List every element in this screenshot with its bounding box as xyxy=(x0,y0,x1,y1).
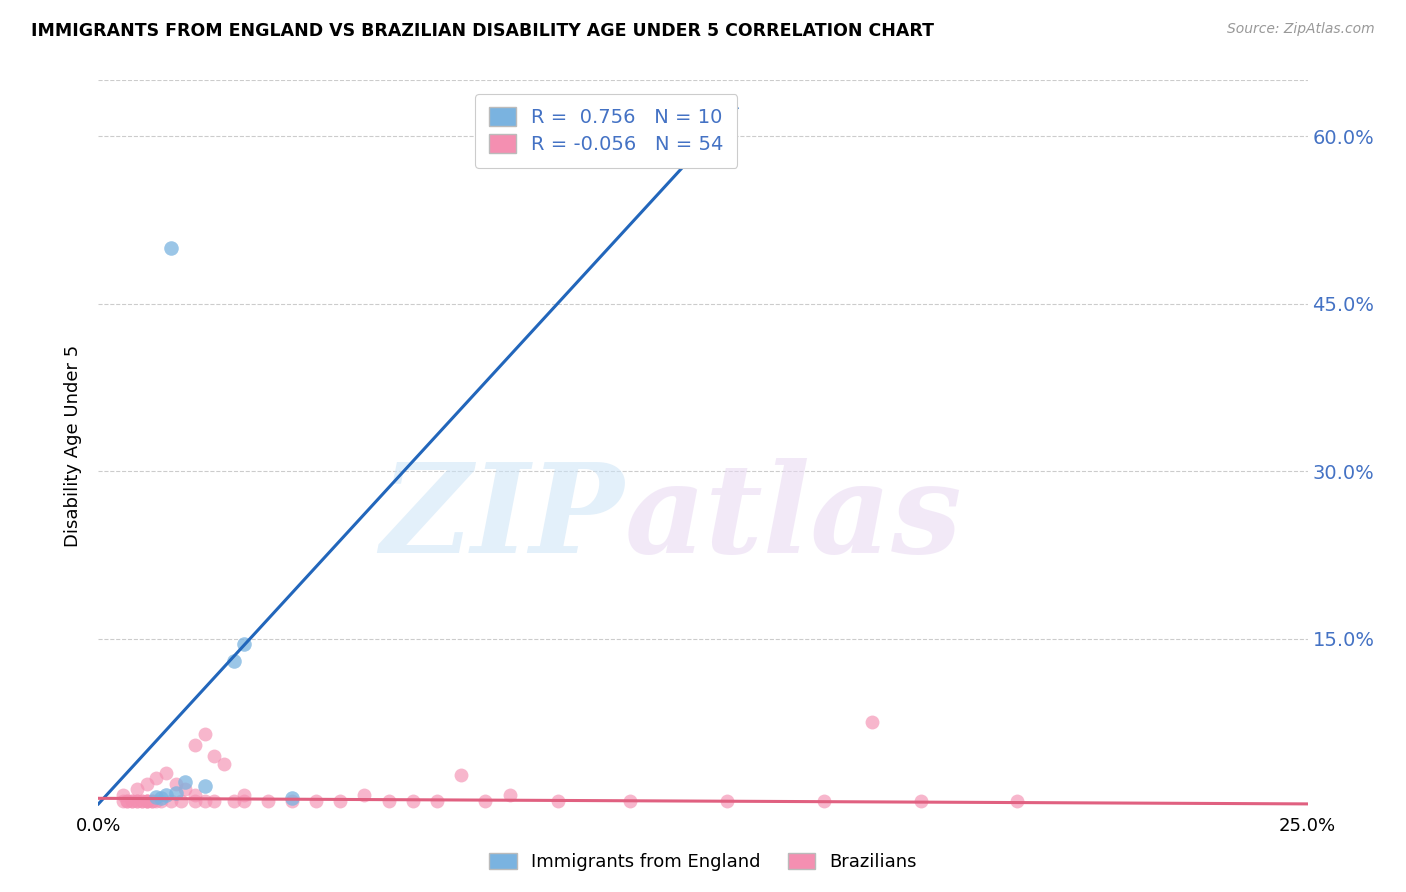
Text: ZIP: ZIP xyxy=(381,458,624,580)
Point xyxy=(194,779,217,793)
Text: IMMIGRANTS FROM ENGLAND VS BRAZILIAN DISABILITY AGE UNDER 5 CORRELATION CHART: IMMIGRANTS FROM ENGLAND VS BRAZILIAN DIS… xyxy=(31,22,934,40)
Point xyxy=(256,793,278,807)
Point xyxy=(305,793,328,807)
Point xyxy=(450,768,472,782)
Point xyxy=(281,791,304,805)
Point xyxy=(716,793,738,807)
Point xyxy=(160,241,183,255)
Point xyxy=(127,793,149,807)
Point xyxy=(813,793,835,807)
Point xyxy=(232,788,254,802)
Point xyxy=(204,793,226,807)
Point xyxy=(131,793,153,807)
Point xyxy=(232,637,254,651)
Point xyxy=(160,793,183,807)
Point xyxy=(145,771,167,785)
Point xyxy=(127,782,149,797)
Point xyxy=(204,748,226,763)
Point xyxy=(135,793,157,807)
Point xyxy=(619,793,641,807)
Point xyxy=(222,793,245,807)
Point xyxy=(426,793,449,807)
Point xyxy=(184,738,207,752)
Point xyxy=(135,793,157,807)
Point xyxy=(377,793,399,807)
Point xyxy=(135,777,157,791)
Point xyxy=(155,765,177,780)
Text: Source: ZipAtlas.com: Source: ZipAtlas.com xyxy=(1227,22,1375,37)
Point xyxy=(184,788,207,802)
Point xyxy=(1007,793,1029,807)
Point xyxy=(174,774,197,789)
Point xyxy=(194,793,217,807)
Legend: R =  0.756   N = 10, R = -0.056   N = 54: R = 0.756 N = 10, R = -0.056 N = 54 xyxy=(475,94,738,168)
Point xyxy=(353,788,375,802)
Y-axis label: Disability Age Under 5: Disability Age Under 5 xyxy=(65,345,83,547)
Point xyxy=(165,777,187,791)
Point xyxy=(141,793,163,807)
Point xyxy=(498,788,520,802)
Point xyxy=(222,654,245,668)
Point xyxy=(117,793,139,807)
Point xyxy=(141,793,163,807)
Point xyxy=(111,788,134,802)
Point xyxy=(194,726,217,740)
Point xyxy=(117,793,139,807)
Point xyxy=(910,793,932,807)
Point xyxy=(402,793,425,807)
Point xyxy=(174,782,197,797)
Point xyxy=(131,793,153,807)
Point xyxy=(121,793,143,807)
Point xyxy=(281,793,304,807)
Point xyxy=(111,793,134,807)
Point xyxy=(127,793,149,807)
Point xyxy=(232,793,254,807)
Point xyxy=(169,793,191,807)
Point xyxy=(165,786,187,800)
Point xyxy=(860,715,883,730)
Point xyxy=(145,790,167,805)
Point xyxy=(184,793,207,807)
Point xyxy=(135,793,157,807)
Point xyxy=(212,756,235,771)
Text: atlas: atlas xyxy=(624,458,962,580)
Point xyxy=(155,788,177,802)
Point xyxy=(121,793,143,807)
Point xyxy=(150,791,173,805)
Point xyxy=(547,793,569,807)
Point xyxy=(150,793,173,807)
Point xyxy=(329,793,352,807)
Point xyxy=(474,793,496,807)
Legend: Immigrants from England, Brazilians: Immigrants from England, Brazilians xyxy=(482,846,924,879)
Point xyxy=(145,793,167,807)
